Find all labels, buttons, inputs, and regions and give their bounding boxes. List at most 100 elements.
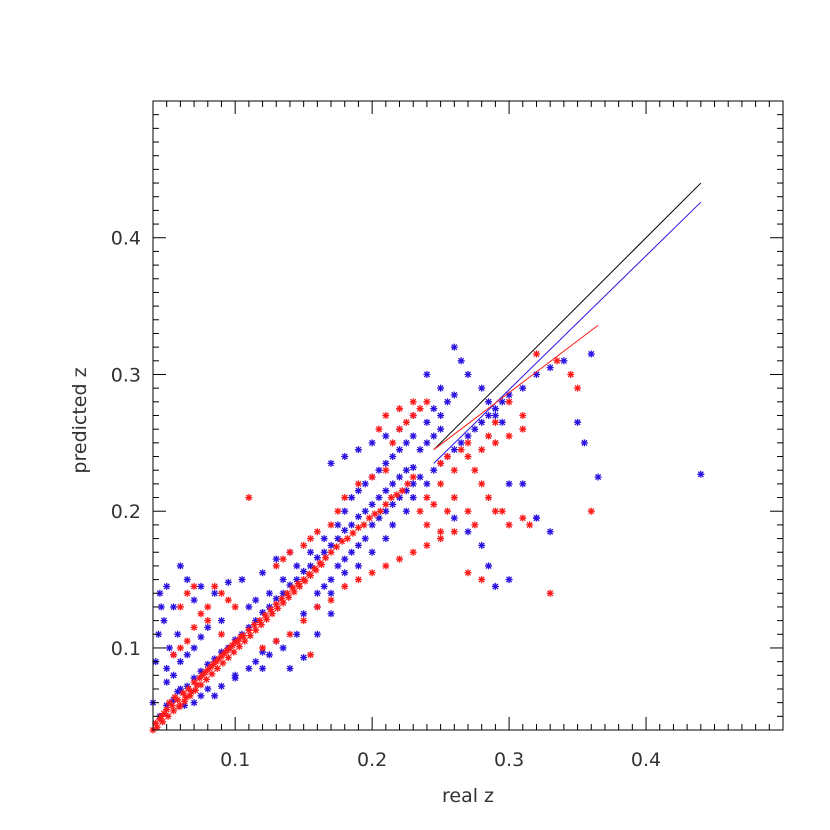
data-point bbox=[259, 664, 267, 672]
data-point bbox=[204, 685, 212, 693]
data-point bbox=[223, 647, 231, 655]
data-point bbox=[505, 432, 513, 440]
data-point bbox=[268, 610, 276, 618]
data-point bbox=[313, 554, 321, 562]
data-point bbox=[580, 439, 588, 447]
y-tick-label: 0.1 bbox=[111, 638, 141, 660]
data-point bbox=[201, 669, 209, 677]
data-point bbox=[368, 521, 376, 529]
data-point bbox=[464, 432, 472, 440]
data-point bbox=[224, 654, 232, 662]
data-point bbox=[183, 576, 191, 584]
data-point bbox=[163, 664, 171, 672]
data-point bbox=[365, 514, 373, 522]
data-point bbox=[546, 528, 554, 536]
data-point bbox=[354, 513, 362, 521]
data-point bbox=[464, 439, 472, 447]
data-point bbox=[437, 459, 445, 467]
data-point bbox=[181, 701, 188, 709]
data-point bbox=[197, 610, 205, 618]
data-point bbox=[272, 637, 280, 645]
data-point bbox=[532, 370, 540, 378]
data-point bbox=[354, 480, 362, 488]
data-point bbox=[224, 578, 232, 586]
data-point bbox=[485, 432, 493, 440]
data-point bbox=[382, 500, 390, 508]
data-point bbox=[217, 682, 225, 690]
data-point bbox=[402, 507, 410, 515]
data-point bbox=[402, 466, 410, 474]
data-point bbox=[257, 621, 265, 629]
data-point bbox=[360, 521, 368, 529]
data-point bbox=[313, 603, 321, 611]
data-point bbox=[228, 641, 236, 649]
data-point bbox=[546, 589, 554, 597]
data-point bbox=[217, 617, 225, 625]
data-point bbox=[368, 473, 376, 481]
fit-line bbox=[433, 324, 599, 451]
data-point bbox=[153, 723, 161, 731]
data-point bbox=[209, 660, 217, 668]
data-point bbox=[265, 603, 273, 611]
data-point bbox=[191, 686, 199, 694]
data-point bbox=[259, 648, 267, 656]
data-point bbox=[361, 480, 369, 488]
y-axis-label: predicted z bbox=[69, 367, 91, 473]
data-point bbox=[250, 621, 258, 629]
data-point bbox=[464, 569, 472, 577]
data-point bbox=[334, 507, 342, 515]
data-point bbox=[450, 391, 458, 399]
fit-lines bbox=[433, 182, 702, 464]
data-point bbox=[235, 643, 243, 651]
data-point bbox=[237, 633, 245, 641]
axis-ticks bbox=[153, 101, 783, 730]
data-point bbox=[224, 596, 232, 604]
data-point bbox=[220, 649, 228, 657]
data-point bbox=[471, 425, 479, 433]
data-point bbox=[204, 666, 212, 674]
data-point bbox=[256, 617, 264, 625]
data-point bbox=[341, 582, 349, 590]
data-point bbox=[478, 446, 486, 454]
data-point bbox=[174, 696, 182, 704]
data-point bbox=[491, 507, 499, 515]
data-point bbox=[231, 603, 239, 611]
data-point bbox=[409, 480, 417, 488]
data-point bbox=[157, 603, 165, 611]
data-point bbox=[505, 576, 513, 584]
data-point bbox=[464, 370, 472, 378]
data-point bbox=[546, 364, 554, 372]
data-point bbox=[402, 487, 410, 495]
data-point bbox=[170, 671, 178, 679]
data-point bbox=[160, 617, 168, 625]
data-point bbox=[416, 405, 424, 413]
data-point bbox=[553, 357, 561, 365]
data-point bbox=[423, 541, 431, 549]
data-point bbox=[279, 599, 287, 607]
data-point bbox=[286, 581, 294, 589]
data-point bbox=[341, 526, 349, 534]
data-point bbox=[423, 398, 431, 406]
data-point bbox=[368, 569, 376, 577]
data-point bbox=[354, 524, 362, 532]
data-point bbox=[491, 405, 499, 413]
data-point bbox=[437, 528, 445, 536]
data-point bbox=[519, 384, 527, 392]
data-point bbox=[307, 651, 314, 659]
data-point bbox=[226, 644, 234, 652]
data-point bbox=[382, 535, 390, 543]
data-point bbox=[450, 446, 458, 454]
data-point bbox=[334, 521, 342, 529]
data-point bbox=[300, 617, 308, 625]
data-point bbox=[211, 582, 219, 590]
data-point bbox=[348, 521, 356, 529]
data-point bbox=[519, 425, 527, 433]
data-point bbox=[443, 453, 451, 461]
data-point bbox=[246, 632, 254, 640]
data-point bbox=[320, 548, 328, 556]
data-point bbox=[382, 412, 390, 419]
data-point bbox=[245, 626, 253, 634]
data-point bbox=[272, 600, 280, 608]
data-point bbox=[587, 350, 595, 358]
data-point bbox=[327, 576, 335, 584]
